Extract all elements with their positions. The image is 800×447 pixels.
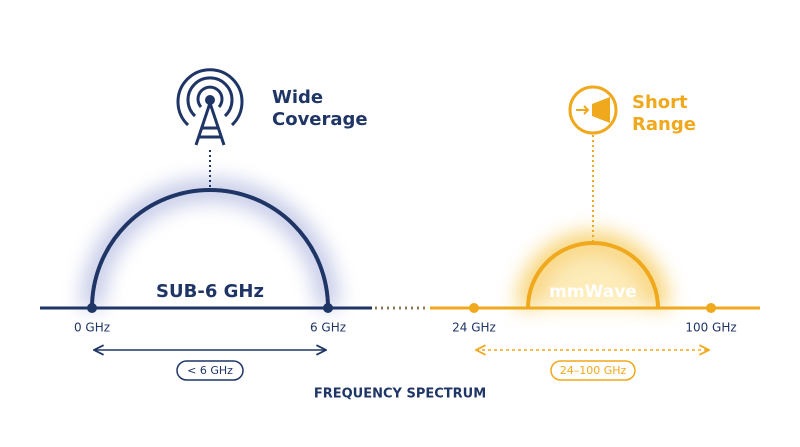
freq-label: 6 GHz [310, 321, 346, 335]
arch [90, 188, 330, 309]
axis-title: FREQUENCY SPECTRUM [314, 387, 486, 402]
range-label: < 6 GHz [187, 364, 233, 377]
freq-label: 0 GHz [74, 321, 110, 335]
band-label: SUB-6 GHz [156, 281, 264, 302]
freq-label: 24 GHz [452, 321, 496, 335]
label: Wide [272, 87, 323, 108]
label: Short [632, 92, 688, 113]
band-label: mmWave [549, 282, 637, 302]
range-label: 24–100 GHz [560, 364, 627, 377]
arch [526, 241, 660, 309]
tower-top [205, 95, 215, 105]
dot [87, 303, 97, 313]
tower-icon [176, 68, 244, 146]
pill [176, 360, 244, 381]
label: Coverage [272, 109, 368, 130]
dot [323, 303, 333, 313]
pill [550, 360, 636, 381]
dot [469, 303, 479, 313]
range-icon [568, 85, 618, 135]
dot [706, 303, 716, 313]
label: Range [632, 114, 696, 135]
freq-label: 100 GHz [685, 321, 736, 335]
